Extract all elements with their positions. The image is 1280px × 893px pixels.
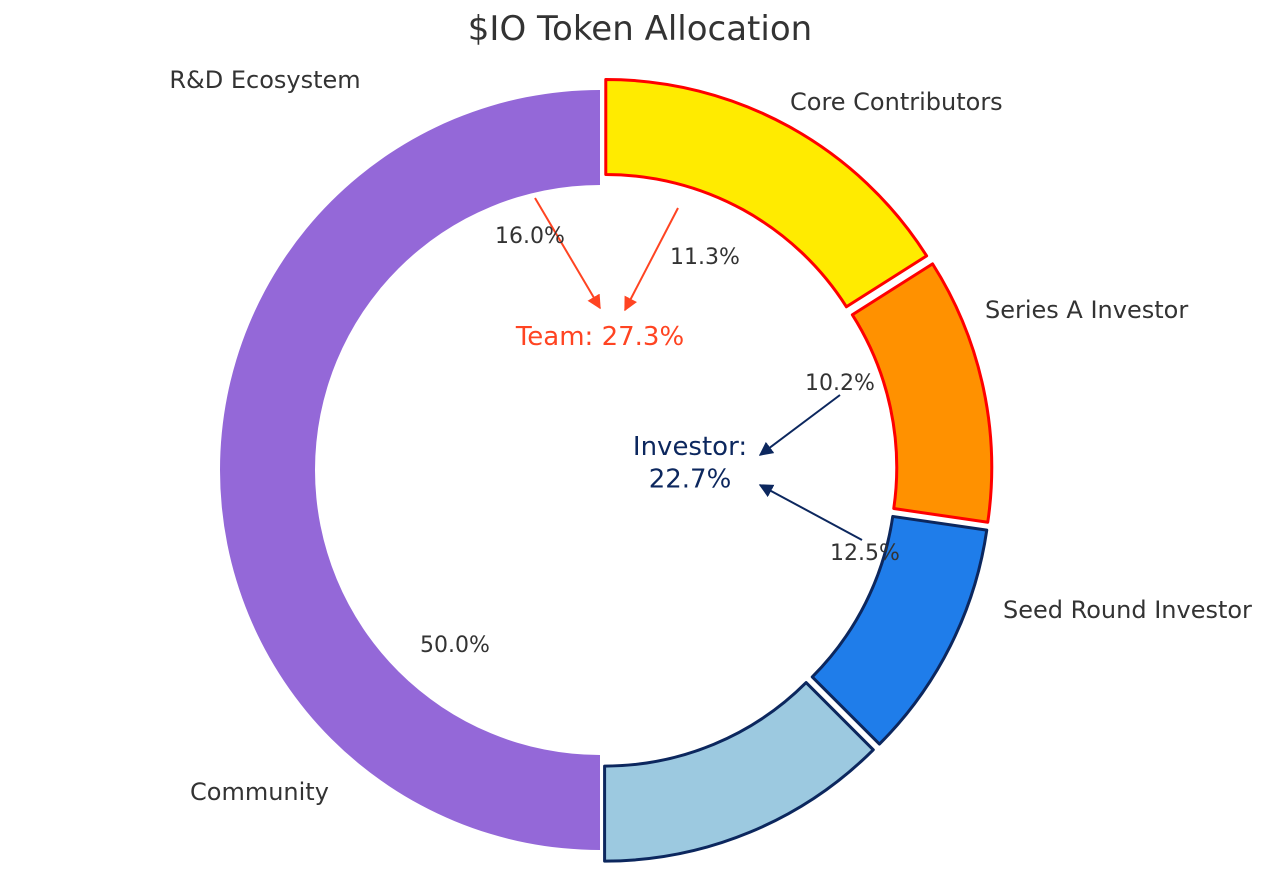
investor-arrow xyxy=(760,485,862,540)
slice-label: Series A Investor xyxy=(985,296,1188,324)
group-labels: Team: 27.3% Investor:22.7% xyxy=(515,322,747,495)
slice-community xyxy=(220,90,600,850)
investor-arrow xyxy=(760,395,840,455)
percent-label: 50.0% xyxy=(420,633,490,658)
percent-label: 10.2% xyxy=(805,371,875,396)
slice-label: R&D Ecosystem xyxy=(169,66,360,94)
chart-title: $IO Token Allocation xyxy=(468,9,812,49)
slice-label: Seed Round Investor xyxy=(1003,596,1252,624)
slice-seed-round-investor xyxy=(605,683,874,861)
team-group-label: Team: 27.3% xyxy=(515,322,684,352)
donut-slices xyxy=(220,79,992,861)
percent-label: 16.0% xyxy=(495,224,565,249)
percent-label: 12.5% xyxy=(830,541,900,566)
percent-label: 11.3% xyxy=(670,245,740,270)
token-allocation-chart: $IO Token Allocation 16.0% 11.3% 10.2% 12.5… xyxy=(0,0,1280,893)
slice-label: Core Contributors xyxy=(790,88,1003,116)
investor-group-label: Investor:22.7% xyxy=(633,432,747,495)
slice-label: Community xyxy=(190,778,329,806)
team-arrow xyxy=(535,198,600,308)
